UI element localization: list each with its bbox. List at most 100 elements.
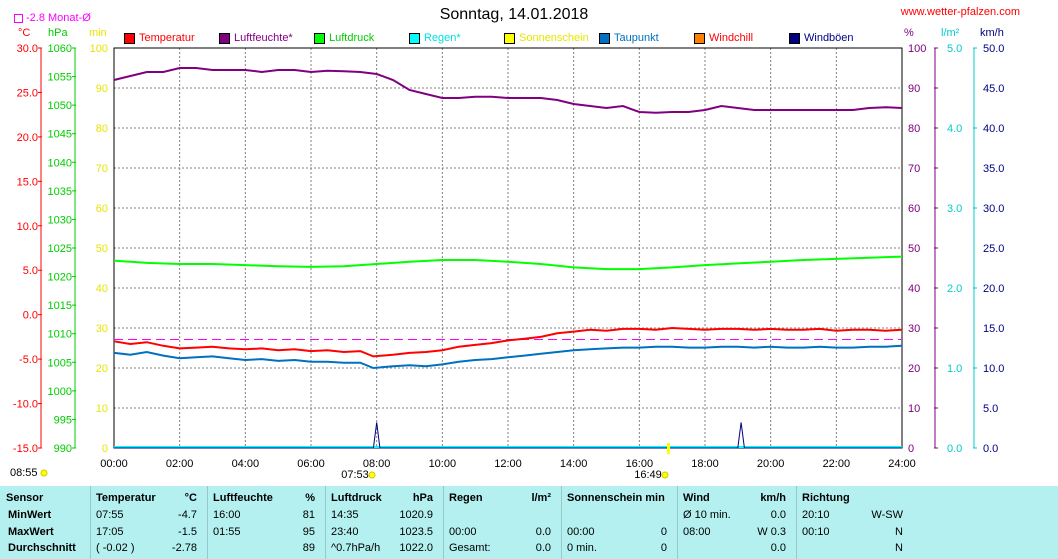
table-cell-value: -2.78 xyxy=(171,542,197,554)
y-tick-pressure: 1040 xyxy=(48,157,72,169)
legend-label: Luftdruck xyxy=(329,32,375,44)
table-cell-time: 00:00 xyxy=(567,526,595,538)
x-tick-time: 04:00 xyxy=(232,458,260,470)
unit-percent: % xyxy=(904,27,914,39)
table-row-label: MinWert xyxy=(8,509,52,521)
table-column-divider xyxy=(677,486,678,559)
y-tick-temp: 30.0 xyxy=(17,43,38,55)
table-cell-time: 08:00 xyxy=(683,526,711,538)
y-tick-temp: -5.0 xyxy=(19,354,38,366)
y-tick-rain: 5.0 xyxy=(947,43,962,55)
y-tick-percent: 70 xyxy=(908,163,920,175)
series-taupunkt xyxy=(113,344,903,370)
y-tick-percent: 0 xyxy=(908,443,914,455)
y-tick-pressure: 1050 xyxy=(48,100,72,112)
legend-label: Windchill xyxy=(709,32,754,44)
y-tick-pressure: 1035 xyxy=(48,186,72,198)
legend-swatch xyxy=(124,32,135,44)
series-luftfeuchte xyxy=(113,67,903,114)
x-tick-time: 20:00 xyxy=(757,458,785,470)
table-cell-value: -1.5 xyxy=(178,526,197,538)
table-cell-value: W 0.3 xyxy=(757,526,786,538)
table-cell-time: 23:40 xyxy=(331,526,359,538)
chart-title: Sonntag, 14.01.2018 xyxy=(439,6,589,23)
sunset-axis-label: 16:49 xyxy=(634,469,662,481)
legend-label: Regen* xyxy=(424,32,461,44)
y-tick-minutes: 0 xyxy=(102,443,108,455)
table-cell-time: 14:35 xyxy=(331,509,359,521)
table-header: Sonnenschein min xyxy=(567,492,665,504)
unit-pressure: hPa xyxy=(48,27,68,39)
y-tick-temp: -10.0 xyxy=(13,399,38,411)
table-cell-time: 16:00 xyxy=(213,509,241,521)
y-tick-rain: 1.0 xyxy=(947,363,962,375)
table-column-divider xyxy=(796,486,797,559)
table-cell-value: 0 xyxy=(660,542,667,554)
table-cell-time: ( -0.02 ) xyxy=(96,542,135,554)
table-header: Sensor xyxy=(6,492,44,504)
x-tick-time: 02:00 xyxy=(166,458,194,470)
table-cell-time: 20:10 xyxy=(802,509,830,521)
y-tick-temp: 15.0 xyxy=(17,176,38,188)
table-cell-time: 01:55 xyxy=(213,526,241,538)
sunset-axis-sun-icon xyxy=(661,471,669,479)
y-tick-percent: 90 xyxy=(908,83,920,95)
y-tick-wind: 30.0 xyxy=(983,203,1004,215)
y-tick-minutes: 70 xyxy=(96,163,108,175)
table-cell-time: Ø 10 min. xyxy=(683,509,731,521)
table-header-unit: km/h xyxy=(760,492,786,504)
table-header: Wind xyxy=(683,492,710,504)
legend-swatch xyxy=(409,32,420,44)
table-cell-value: 0.0 xyxy=(770,509,786,521)
sunrise-axis-sun-icon xyxy=(368,471,376,479)
y-tick-wind: 25.0 xyxy=(983,243,1004,255)
y-tick-pressure: 1020 xyxy=(48,272,72,284)
y-tick-temp: 20.0 xyxy=(17,132,38,144)
y-tick-temp: 0.0 xyxy=(23,310,38,322)
table-header: Luftdruck xyxy=(331,492,382,504)
month-average-text: -2.8 Monat-Ø xyxy=(26,12,91,24)
legend-swatch xyxy=(219,32,230,44)
table-cell-value: 0.0 xyxy=(535,526,551,538)
legend-label: Taupunkt xyxy=(614,32,659,44)
y-tick-wind: 40.0 xyxy=(983,123,1004,135)
legend-swatch xyxy=(599,32,610,44)
table-cell-value: 1023.5 xyxy=(399,526,433,538)
table-cell-time: 07:55 xyxy=(96,509,124,521)
y-tick-pressure: 1030 xyxy=(48,214,72,226)
legend-sonnenschein: Sonnenschein xyxy=(504,31,589,45)
series-temperatur xyxy=(113,326,903,358)
table-cell-value: 81 xyxy=(302,509,315,521)
table-column-divider xyxy=(207,486,208,559)
x-tick-time: 00:00 xyxy=(100,458,128,470)
y-tick-minutes: 60 xyxy=(96,203,108,215)
x-tick-time: 24:00 xyxy=(888,458,916,470)
x-tick-time: 16:00 xyxy=(626,458,654,470)
table-cell-value: 1020.9 xyxy=(399,509,433,521)
x-tick-time: 12:00 xyxy=(494,458,522,470)
legend-swatch xyxy=(694,32,705,44)
sunrise-left-label: 08:55 xyxy=(10,467,38,479)
y-tick-pressure: 995 xyxy=(54,414,72,426)
y-tick-pressure: 1045 xyxy=(48,129,72,141)
table-column-divider xyxy=(90,486,91,559)
weather-chart: 30.0 25.0 20.0 15.0 10.0 5.0 0.0 -5.0 -10.0 -15.0… xyxy=(10,43,1004,481)
table-column-divider xyxy=(325,486,326,559)
table-cell-value: 0.0 xyxy=(535,542,551,554)
y-tick-minutes: 30 xyxy=(96,323,108,335)
sunrise-left-sun-icon xyxy=(40,469,48,477)
unit-rain: l/m² xyxy=(941,27,960,39)
legend-windchill: Windchill xyxy=(694,31,753,45)
legend-label: Sonnenschein xyxy=(519,32,589,44)
y-tick-percent: 60 xyxy=(908,203,920,215)
site-url[interactable]: www.wetter-pfalzen.com xyxy=(900,6,1020,18)
y-tick-wind: 0.0 xyxy=(983,443,998,455)
y-tick-temp: 10.0 xyxy=(17,221,38,233)
table-cell-value: 0.0 xyxy=(770,542,786,554)
y-tick-minutes: 90 xyxy=(96,83,108,95)
legend-regen: Regen* xyxy=(409,31,461,45)
table-header-unit: % xyxy=(305,492,315,504)
table-cell-time: ^0.7hPa/h xyxy=(331,542,381,554)
table-header: Regen xyxy=(449,492,483,504)
sunset-tick xyxy=(667,443,670,454)
